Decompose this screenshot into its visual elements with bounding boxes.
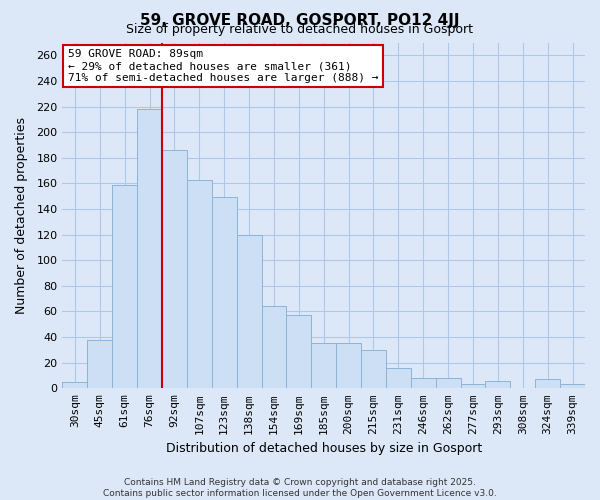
X-axis label: Distribution of detached houses by size in Gosport: Distribution of detached houses by size … — [166, 442, 482, 455]
Bar — [411, 378, 436, 388]
Bar — [88, 340, 112, 388]
Bar — [336, 344, 361, 388]
Bar — [137, 109, 162, 388]
Text: Size of property relative to detached houses in Gosport: Size of property relative to detached ho… — [127, 22, 473, 36]
Bar — [311, 344, 336, 388]
Text: 59, GROVE ROAD, GOSPORT, PO12 4JJ: 59, GROVE ROAD, GOSPORT, PO12 4JJ — [140, 12, 460, 28]
Bar — [286, 316, 311, 388]
Bar — [112, 184, 137, 388]
Bar — [535, 380, 560, 388]
Bar — [162, 150, 187, 388]
Bar — [386, 368, 411, 388]
Bar — [212, 198, 236, 388]
Bar — [361, 350, 386, 389]
Bar — [187, 180, 212, 388]
Bar — [560, 384, 585, 388]
Bar — [62, 382, 88, 388]
Bar — [461, 384, 485, 388]
Bar — [262, 306, 286, 388]
Bar — [236, 234, 262, 388]
Bar — [485, 380, 511, 388]
Y-axis label: Number of detached properties: Number of detached properties — [15, 117, 28, 314]
Text: 59 GROVE ROAD: 89sqm
← 29% of detached houses are smaller (361)
71% of semi-deta: 59 GROVE ROAD: 89sqm ← 29% of detached h… — [68, 50, 378, 82]
Bar — [436, 378, 461, 388]
Text: Contains HM Land Registry data © Crown copyright and database right 2025.
Contai: Contains HM Land Registry data © Crown c… — [103, 478, 497, 498]
